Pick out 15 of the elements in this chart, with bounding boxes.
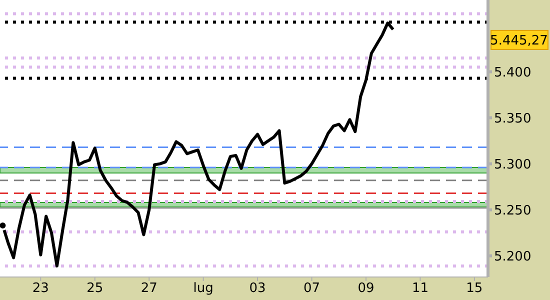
- x-tick-label: 11: [412, 281, 428, 296]
- y-tick-label: 5.250: [494, 203, 532, 218]
- x-tick-label: 07: [304, 281, 320, 296]
- x-tick-label: 15: [466, 281, 483, 296]
- y-tick-label: 5.400: [494, 65, 532, 80]
- x-tick-label: 03: [249, 281, 266, 296]
- y-tick-label: 5.200: [494, 249, 532, 264]
- x-tick-label: 23: [32, 281, 49, 296]
- x-tick-label: 27: [140, 281, 158, 296]
- x-tick-label: 25: [86, 281, 104, 296]
- y-tick-label: 5.350: [494, 111, 532, 126]
- x-tick-label: lug: [193, 281, 214, 296]
- x-tick-label: 09: [358, 281, 374, 296]
- y-tick-label: 5.300: [494, 157, 532, 172]
- text: 5.445,27: [490, 33, 548, 48]
